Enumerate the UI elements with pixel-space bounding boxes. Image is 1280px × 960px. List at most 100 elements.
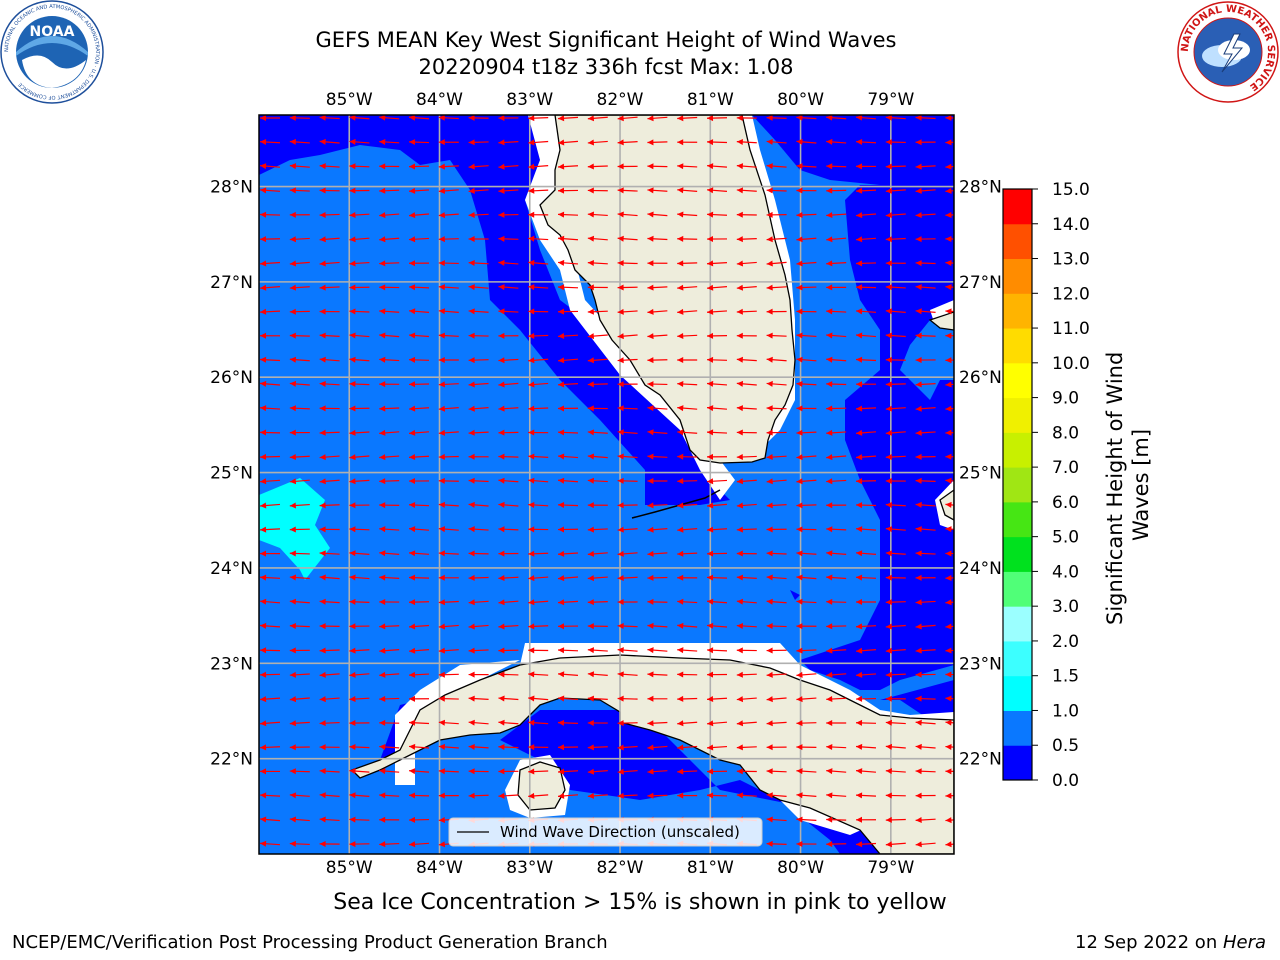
direction-arrow: [557, 575, 579, 582]
direction-arrow: [260, 115, 280, 121]
colorbar-segment: [1003, 675, 1032, 711]
direction-arrow: [796, 744, 817, 751]
direction-arrow: [945, 477, 954, 484]
direction-arrow: [855, 381, 877, 388]
direction-arrow: [528, 429, 549, 436]
direction-arrow: [349, 696, 370, 703]
colorbar-segment: [1003, 640, 1032, 677]
direction-arrow: [528, 187, 549, 194]
direction-arrow: [438, 453, 459, 460]
direction-arrow: [826, 429, 847, 436]
direction-arrow: [885, 841, 906, 848]
direction-arrow: [766, 768, 787, 775]
direction-arrow: [915, 671, 936, 678]
direction-arrow: [379, 308, 400, 315]
direction-arrow: [587, 671, 608, 678]
legend-label: Wind Wave Direction (unscaled): [500, 823, 740, 841]
direction-arrow: [736, 211, 757, 218]
direction-arrow: [349, 138, 370, 145]
direction-arrow: [885, 768, 906, 775]
map-subtitle: 20220904 t18z 336h fcst Max: 1.08: [418, 55, 794, 79]
direction-arrow: [915, 405, 936, 412]
direction-arrow: [408, 550, 430, 557]
direction-arrow: [736, 236, 757, 243]
direction-arrow: [349, 454, 370, 461]
direction-arrow: [736, 429, 757, 436]
direction-arrow: [766, 526, 787, 533]
direction-arrow: [319, 816, 340, 823]
direction-arrow: [289, 574, 310, 581]
colorbar-tick-label: 11.0: [1052, 319, 1090, 339]
direction-arrow: [557, 695, 579, 702]
direction-arrow: [885, 719, 906, 726]
direction-arrow: [259, 478, 281, 485]
coastal-mask: [395, 660, 520, 785]
direction-arrow: [945, 405, 954, 412]
direction-arrow: [468, 719, 489, 726]
direction-arrow: [647, 381, 668, 388]
direction-arrow: [498, 744, 519, 751]
direction-arrow: [885, 187, 906, 194]
direction-arrow: [945, 211, 954, 218]
direction-arrow: [438, 356, 459, 363]
direction-arrow: [438, 187, 459, 194]
direction-arrow: [885, 212, 906, 219]
direction-arrow: [736, 502, 757, 509]
direction-arrow: [736, 696, 757, 703]
direction-arrow: [259, 332, 281, 339]
direction-arrow: [319, 163, 340, 170]
direction-arrow: [289, 115, 310, 121]
direction-arrow: [349, 623, 370, 630]
direction-arrow: [736, 260, 757, 267]
direction-arrow: [587, 139, 608, 146]
direction-arrow: [259, 840, 281, 847]
direction-arrow: [528, 768, 549, 775]
direction-arrow: [438, 260, 459, 267]
direction-arrow: [945, 115, 954, 121]
colorbar-tick-label: 1.5: [1052, 667, 1079, 687]
direction-arrow: [945, 719, 954, 726]
colorbar-tick-label: 2.0: [1052, 632, 1079, 652]
direction-arrow: [379, 743, 400, 750]
direction-arrow: [557, 308, 579, 315]
direction-arrow: [319, 550, 340, 557]
direction-arrow: [349, 187, 370, 194]
direction-arrow: [498, 647, 519, 654]
direction-arrow: [826, 526, 847, 533]
direction-arrow: [379, 623, 400, 630]
direction-arrow: [855, 115, 877, 121]
direction-arrow: [677, 139, 698, 146]
direction-arrow: [617, 115, 638, 122]
direction-arrow: [557, 550, 579, 557]
direction-arrow: [498, 453, 519, 460]
direction-arrow: [855, 768, 877, 775]
direction-arrow: [528, 259, 549, 266]
direction-arrow: [468, 550, 489, 557]
direction-arrow: [826, 212, 847, 219]
direction-arrow: [855, 647, 877, 654]
direction-arrow: [379, 502, 400, 509]
colorbar-tick-label: 6.0: [1052, 493, 1079, 513]
direction-arrow: [587, 187, 608, 194]
direction-arrow: [915, 187, 936, 194]
direction-arrow: [557, 719, 579, 726]
direction-arrow: [528, 163, 549, 170]
direction-arrow: [617, 139, 638, 146]
direction-arrow: [438, 768, 459, 775]
direction-arrow: [528, 501, 549, 508]
colorbar-segment: [1003, 536, 1032, 572]
direction-arrow: [349, 598, 370, 605]
direction-arrow: [855, 163, 877, 170]
direction-arrow: [617, 187, 638, 194]
direction-arrow: [855, 841, 877, 848]
direction-arrow: [736, 115, 757, 121]
direction-arrow: [826, 187, 847, 194]
colorbar-labels: 0.0 0.5 1.0 1.5 2.0 3.0 4.0 5.0 6.0 7.0 8.0 9.0 10.0…: [1032, 180, 1090, 791]
direction-arrow: [617, 284, 638, 291]
direction-arrow: [885, 139, 906, 146]
direction-arrow: [587, 719, 608, 726]
direction-arrow: [319, 308, 340, 315]
direction-arrow: [319, 744, 340, 751]
direction-arrow: [528, 405, 549, 412]
direction-arrow: [855, 743, 877, 750]
